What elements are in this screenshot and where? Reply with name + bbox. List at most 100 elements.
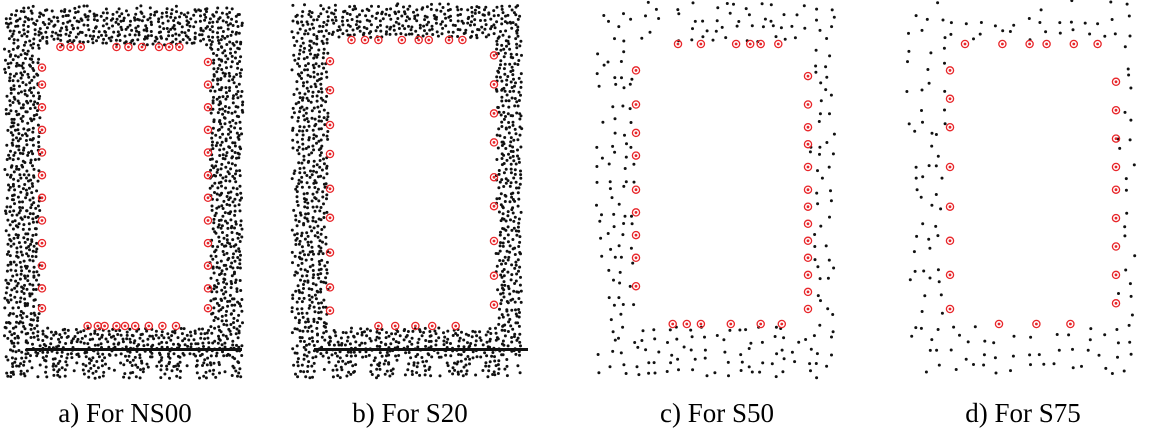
cloud-point [301,96,305,100]
edge-point-core [948,97,952,101]
cloud-point [1124,268,1128,272]
edge-point-core [393,324,397,328]
cloud-point [19,190,23,194]
cloud-point [9,149,12,153]
cloud-point [122,19,125,23]
cloud-point [491,351,495,354]
cloud-point [226,132,230,136]
cloud-point [11,101,15,104]
cloud-point [519,252,522,256]
cloud-point [319,267,323,271]
cloud-point [240,196,243,200]
cloud-point [425,15,429,19]
cloud-point [60,350,64,354]
cloud-point [1127,323,1131,327]
cloud-point [82,4,86,8]
cloud-point [14,64,18,68]
cloud-point [934,193,938,196]
cloud-point [192,338,196,342]
cloud-point [202,361,206,365]
cloud-point [239,304,243,308]
cloud-point [30,138,34,142]
cloud-point [294,289,298,293]
cloud-point [29,161,33,165]
cloud-point [914,14,918,18]
cloud-point [464,363,468,367]
cloud-point [10,333,14,337]
cloud-point [972,363,975,366]
cloud-point [119,361,123,365]
cloud-point [30,366,34,370]
edge-point-ring [945,94,955,104]
cloud-point [29,9,33,13]
cloud-point [212,61,216,65]
cloud-point [232,94,235,98]
cloud-point [519,80,523,84]
cloud-point [500,125,504,128]
cloud-point [599,236,603,240]
edge-point-marker [1111,213,1121,223]
cloud-point [27,151,31,155]
cloud-point [384,343,388,347]
cloud-point [428,28,432,32]
cloud-point [11,58,15,62]
cloud-point [703,348,707,352]
cloud-point [236,266,240,270]
cloud-point [306,240,310,244]
cloud-point [125,9,128,13]
cloud-point [95,19,99,22]
cloud-point [326,137,330,141]
cloud-point [38,39,42,43]
cloud-point [513,199,517,203]
cloud-point [75,340,79,344]
cloud-point [405,15,409,19]
cloud-point [314,62,318,66]
cloud-point [86,18,90,22]
cloud-point [239,219,243,223]
cloud-point [145,329,149,333]
cloud-point [349,350,353,354]
cloud-point [337,25,341,29]
cloud-point [711,38,715,42]
cloud-point [514,180,518,184]
edge-point-ring [56,42,65,52]
cloud-point [317,244,321,248]
cloud-point [502,55,506,59]
cloud-point [397,27,401,30]
cloud-point [87,369,91,373]
cloud-point [4,17,8,21]
cloud-point [1125,2,1129,6]
cloud-point [517,99,521,102]
cloud-point [214,211,218,215]
cloud-point [193,37,197,41]
cloud-point [229,167,233,171]
cloud-point [298,251,302,255]
cloud-point [316,340,319,343]
cloud-point [38,209,42,212]
cloud-point [387,334,391,338]
cloud-point [399,32,403,36]
edge-point-marker [56,42,65,52]
cloud-point [1104,366,1108,370]
cloud-point [314,85,318,89]
cloud-point [41,332,45,336]
cloud-point [294,316,297,320]
cloud-point [317,252,321,256]
cloud-point [1122,369,1126,373]
cloud-point [824,244,828,248]
cloud-point [5,252,9,256]
cloud-point [345,19,349,22]
edge-point-ring [451,321,460,331]
cloud-point [1124,177,1128,181]
cloud-point [33,106,37,110]
edge-point-marker [37,103,47,112]
edge-point-core [454,324,458,328]
cloud-point [206,336,210,340]
cloud-point [473,18,477,22]
cloud-point [484,361,488,365]
cloud-point [512,11,516,15]
cloud-point [239,191,243,195]
cloud-point [392,337,395,341]
edge-point-marker [489,271,499,281]
cloud-point [18,260,22,264]
